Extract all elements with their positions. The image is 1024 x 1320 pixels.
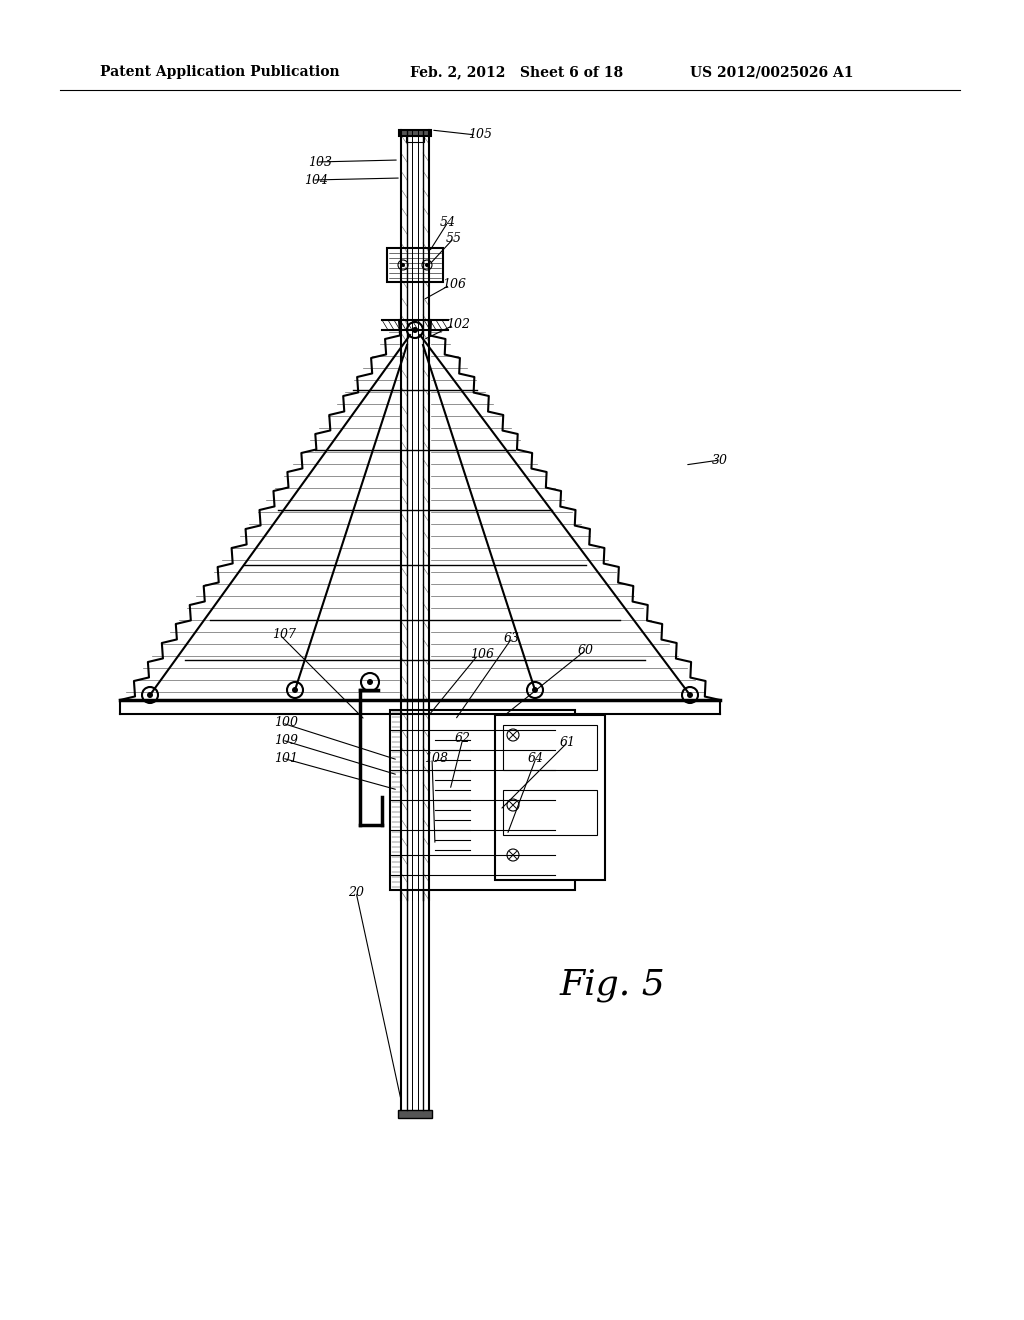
Circle shape xyxy=(398,260,408,271)
Bar xyxy=(503,789,597,836)
Circle shape xyxy=(412,327,418,333)
Text: US 2012/0025026 A1: US 2012/0025026 A1 xyxy=(690,65,853,79)
Bar xyxy=(399,129,431,136)
Circle shape xyxy=(425,263,429,267)
Text: 62: 62 xyxy=(455,731,471,744)
Text: 20: 20 xyxy=(348,886,364,899)
Text: 108: 108 xyxy=(424,751,449,764)
Text: 106: 106 xyxy=(442,279,466,292)
Circle shape xyxy=(292,686,298,693)
Bar xyxy=(406,136,424,143)
Text: 104: 104 xyxy=(304,173,328,186)
Circle shape xyxy=(367,678,373,685)
Text: Feb. 2, 2012   Sheet 6 of 18: Feb. 2, 2012 Sheet 6 of 18 xyxy=(410,65,624,79)
Circle shape xyxy=(142,686,158,704)
Text: 60: 60 xyxy=(578,644,594,656)
Bar xyxy=(398,1110,432,1118)
Circle shape xyxy=(287,682,303,698)
Text: 102: 102 xyxy=(446,318,470,331)
Circle shape xyxy=(361,673,379,690)
Circle shape xyxy=(507,799,519,810)
Circle shape xyxy=(687,692,693,698)
Text: 103: 103 xyxy=(308,156,332,169)
Text: 30: 30 xyxy=(712,454,728,466)
Text: 105: 105 xyxy=(468,128,492,141)
Text: 63: 63 xyxy=(504,631,520,644)
Text: 64: 64 xyxy=(528,751,544,764)
Text: 55: 55 xyxy=(446,231,462,244)
Text: Patent Application Publication: Patent Application Publication xyxy=(100,65,340,79)
Text: Fig. 5: Fig. 5 xyxy=(560,968,666,1002)
Text: 100: 100 xyxy=(274,717,298,730)
Text: 101: 101 xyxy=(274,751,298,764)
Bar xyxy=(387,248,443,282)
Text: 107: 107 xyxy=(272,628,296,642)
Bar xyxy=(503,725,597,770)
Circle shape xyxy=(507,849,519,861)
Bar xyxy=(390,710,575,890)
Text: 54: 54 xyxy=(440,215,456,228)
Circle shape xyxy=(407,322,423,338)
Circle shape xyxy=(682,686,698,704)
Circle shape xyxy=(147,692,153,698)
Circle shape xyxy=(527,682,543,698)
Text: 109: 109 xyxy=(274,734,298,747)
Bar xyxy=(495,715,605,880)
Circle shape xyxy=(422,260,432,271)
Circle shape xyxy=(401,263,406,267)
Text: 106: 106 xyxy=(470,648,494,661)
Circle shape xyxy=(532,686,538,693)
Text: 61: 61 xyxy=(560,735,575,748)
Circle shape xyxy=(507,729,519,741)
